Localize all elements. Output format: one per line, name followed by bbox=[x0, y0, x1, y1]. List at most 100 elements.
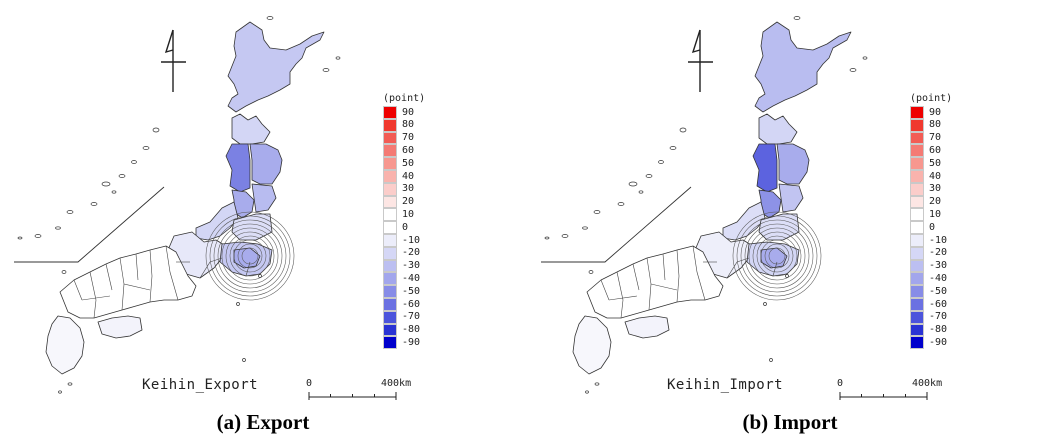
island bbox=[594, 382, 600, 386]
distance-ring bbox=[748, 227, 806, 285]
legend-swatch bbox=[910, 272, 924, 286]
island bbox=[593, 210, 601, 214]
island bbox=[669, 146, 677, 150]
prefecture-akita bbox=[225, 143, 251, 193]
prefecture-miyagi bbox=[778, 183, 804, 213]
island bbox=[617, 202, 625, 206]
prefecture-iwate bbox=[776, 143, 810, 185]
scale-distance: 400km bbox=[381, 378, 412, 389]
legend-swatch bbox=[383, 221, 397, 234]
legend-tick-label: 50 bbox=[402, 157, 415, 169]
legend-tick-label: -70 bbox=[402, 311, 421, 323]
island bbox=[236, 302, 240, 306]
legend-swatch bbox=[383, 298, 397, 311]
legend-tick-label: -50 bbox=[402, 285, 421, 297]
legend-swatch bbox=[383, 144, 397, 158]
legend-tick-label: -10 bbox=[402, 234, 421, 246]
island bbox=[785, 274, 789, 278]
island bbox=[638, 190, 644, 194]
legend-swatch bbox=[383, 246, 397, 260]
island bbox=[34, 234, 42, 238]
distance-ring bbox=[760, 239, 794, 273]
island bbox=[793, 16, 801, 20]
prefecture-kyushu bbox=[45, 315, 85, 375]
legend-unit: (point) bbox=[383, 93, 426, 104]
legend-tick-label: 80 bbox=[929, 119, 942, 131]
import-map-panel: (point) 90 80 70 60 50 40 30 20 10 0 -10 -20 -30 -40-… bbox=[527, 0, 1053, 437]
island bbox=[258, 274, 262, 278]
prefecture-border bbox=[600, 279, 610, 301]
distance-ring bbox=[209, 215, 291, 297]
prefecture-border bbox=[616, 271, 624, 319]
legend-tick-label: 50 bbox=[929, 157, 942, 169]
legend-tick-label: -80 bbox=[402, 324, 421, 336]
legend-unit: (point) bbox=[910, 93, 953, 104]
panel-caption: (b) Import bbox=[742, 410, 838, 434]
prefecture-miyagi bbox=[251, 183, 277, 213]
legend-swatch bbox=[383, 323, 397, 337]
legend-tick-label: -20 bbox=[402, 247, 421, 259]
legend-swatch bbox=[910, 131, 924, 145]
island bbox=[111, 190, 117, 194]
prefecture-border bbox=[165, 245, 179, 301]
distance-ring bbox=[744, 223, 810, 289]
island bbox=[582, 226, 588, 230]
scale-ruler bbox=[308, 392, 397, 400]
legend-swatch bbox=[910, 310, 924, 324]
prefecture-border bbox=[73, 279, 83, 301]
distance-ring bbox=[225, 231, 275, 281]
legend-tick-label: 90 bbox=[929, 106, 942, 118]
import-map bbox=[541, 16, 868, 394]
legend-tick-label: 40 bbox=[929, 170, 942, 182]
island bbox=[628, 181, 638, 187]
island bbox=[645, 174, 653, 178]
island bbox=[849, 68, 857, 72]
legend-tick-label: 60 bbox=[929, 144, 942, 156]
prefecture-west bbox=[59, 245, 197, 319]
island bbox=[544, 236, 550, 240]
legend-tick-label: -30 bbox=[402, 260, 421, 272]
legend-swatch bbox=[383, 118, 397, 132]
legend-swatch bbox=[910, 182, 924, 196]
legend-swatch bbox=[383, 157, 397, 170]
island bbox=[55, 226, 61, 230]
scale-ruler bbox=[839, 392, 928, 400]
scale-zero: 0 bbox=[837, 378, 844, 389]
legend-tick-label: 10 bbox=[929, 208, 942, 220]
scale-distance: 400km bbox=[912, 378, 943, 389]
legend-tick-label: 0 bbox=[929, 221, 936, 233]
prefecture-border bbox=[662, 253, 666, 281]
prefecture-hokkaido bbox=[754, 21, 852, 113]
island bbox=[142, 146, 150, 150]
export-map bbox=[14, 16, 341, 394]
legend-swatch bbox=[383, 131, 397, 145]
legend-swatch bbox=[910, 221, 924, 234]
legend-swatch bbox=[383, 106, 397, 119]
prefecture-border bbox=[105, 263, 113, 291]
prefecture-shikoku bbox=[624, 315, 670, 339]
legend-swatch bbox=[910, 118, 924, 132]
legend-tick-label: -50 bbox=[929, 285, 948, 297]
legend-swatch bbox=[910, 106, 924, 119]
legend-swatch bbox=[910, 234, 924, 247]
legend-tick-label: -30 bbox=[929, 260, 948, 272]
legend-tick-label: -20 bbox=[929, 247, 948, 259]
distance-ring bbox=[217, 223, 283, 289]
island bbox=[679, 127, 687, 133]
island bbox=[101, 181, 111, 187]
prefecture-border bbox=[692, 245, 706, 301]
legend-tick-label: 70 bbox=[402, 132, 415, 144]
legend-tick-label: 70 bbox=[929, 132, 942, 144]
legend-swatch bbox=[910, 323, 924, 337]
distance-ring bbox=[241, 247, 259, 265]
prefecture-border bbox=[676, 249, 680, 303]
prefecture-aomori bbox=[231, 113, 271, 145]
island bbox=[58, 390, 62, 394]
island bbox=[67, 382, 73, 386]
prefecture-kyushu bbox=[572, 315, 612, 375]
legend-tick-label: -70 bbox=[929, 311, 948, 323]
legend-swatch bbox=[910, 298, 924, 311]
prefecture-border bbox=[81, 295, 111, 301]
island bbox=[769, 358, 773, 362]
distance-ring bbox=[205, 211, 295, 301]
